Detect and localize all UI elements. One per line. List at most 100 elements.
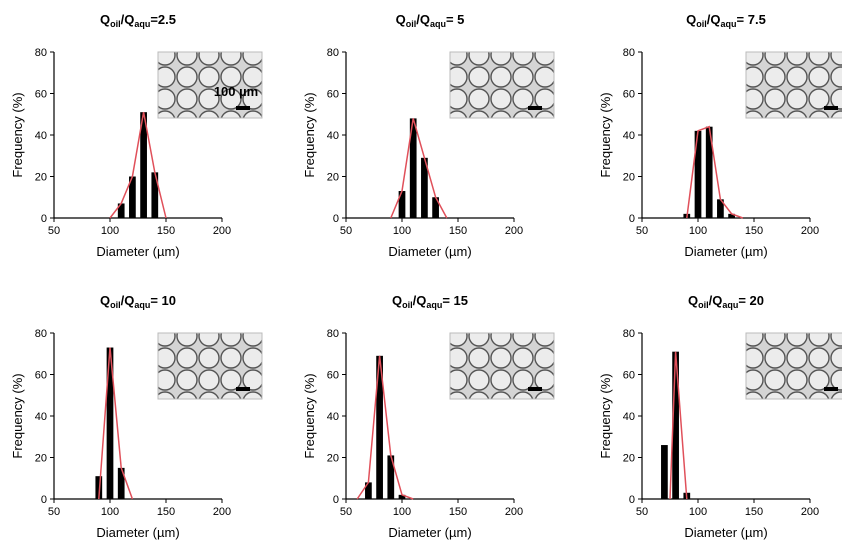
- scale-bar: [824, 106, 838, 110]
- title-part: /Q: [416, 12, 430, 27]
- x-tick-label: 50: [340, 225, 352, 237]
- x-tick-label: 150: [449, 506, 467, 518]
- title-part: = 15: [442, 293, 468, 308]
- title-part: /Q: [709, 293, 723, 308]
- title-part: /Q: [413, 293, 427, 308]
- bar: [661, 445, 668, 499]
- scale-label: 100 µm: [214, 84, 258, 99]
- x-axis-label: Diameter (µm): [96, 244, 179, 259]
- title-part: aqu: [430, 19, 446, 29]
- y-tick-label: 80: [623, 328, 635, 340]
- panel-title: Qoil/Qaqu= 7.5: [686, 12, 766, 29]
- title-part: aqu: [722, 300, 738, 310]
- title-part: = 20: [738, 293, 764, 308]
- y-tick-label: 40: [327, 130, 339, 142]
- y-tick-label: 0: [41, 213, 47, 225]
- title-part: aqu: [134, 300, 150, 310]
- x-tick-label: 50: [48, 225, 60, 237]
- y-tick-label: 0: [629, 494, 635, 506]
- y-tick-label: 60: [35, 370, 47, 382]
- x-tick-label: 100: [393, 506, 411, 518]
- scale-bar: [528, 387, 542, 391]
- y-tick-label: 80: [35, 328, 47, 340]
- title-part: = 7.5: [737, 12, 766, 27]
- x-tick-label: 150: [449, 225, 467, 237]
- x-tick-label: 200: [213, 225, 231, 237]
- title-part: = 10: [150, 293, 176, 308]
- y-tick-label: 60: [327, 370, 339, 382]
- y-tick-label: 0: [333, 494, 339, 506]
- x-tick-label: 150: [157, 506, 175, 518]
- x-tick-label: 200: [213, 506, 231, 518]
- x-tick-label: 100: [101, 506, 119, 518]
- title-part: Q: [100, 12, 110, 27]
- x-tick-label: 50: [636, 225, 648, 237]
- x-axis-label: Diameter (µm): [684, 525, 767, 540]
- x-tick-label: 200: [801, 506, 819, 518]
- title-part: aqu: [426, 300, 442, 310]
- x-tick-label: 200: [505, 506, 523, 518]
- x-tick-label: 100: [689, 225, 707, 237]
- x-axis-label: Diameter (µm): [388, 525, 471, 540]
- title-part: Q: [688, 293, 698, 308]
- y-tick-label: 80: [623, 47, 635, 59]
- title-part: oil: [110, 300, 121, 310]
- y-tick-label: 20: [35, 453, 47, 465]
- y-axis-label: Frequency (%): [10, 92, 25, 177]
- x-tick-label: 100: [689, 506, 707, 518]
- title-part: oil: [110, 19, 121, 29]
- y-axis-label: Frequency (%): [302, 373, 317, 458]
- fit-line: [357, 356, 413, 499]
- x-axis-label: Diameter (µm): [96, 525, 179, 540]
- scale-bar: [824, 387, 838, 391]
- y-tick-label: 60: [327, 89, 339, 101]
- x-tick-label: 50: [48, 506, 60, 518]
- title-part: aqu: [721, 19, 737, 29]
- y-axis-label: Frequency (%): [598, 373, 613, 458]
- y-tick-label: 0: [333, 213, 339, 225]
- y-tick-label: 60: [35, 89, 47, 101]
- title-part: /Q: [707, 12, 721, 27]
- panel: Qoil/Qaqu= 5 0 20 40 60 80 50 100 150 200 Diameter…: [302, 12, 554, 259]
- title-part: oil: [698, 300, 709, 310]
- title-part: /Q: [121, 293, 135, 308]
- title-part: /Q: [121, 12, 135, 27]
- x-axis-label: Diameter (µm): [684, 244, 767, 259]
- title-part: Q: [100, 293, 110, 308]
- y-tick-label: 40: [623, 130, 635, 142]
- y-tick-label: 0: [629, 213, 635, 225]
- title-part: =2.5: [150, 12, 176, 27]
- x-tick-label: 100: [393, 225, 411, 237]
- x-tick-label: 150: [745, 506, 763, 518]
- y-tick-label: 20: [623, 453, 635, 465]
- y-tick-label: 40: [327, 411, 339, 423]
- y-tick-label: 20: [35, 172, 47, 184]
- x-tick-label: 50: [636, 506, 648, 518]
- panel-title: Qoil/Qaqu= 15: [392, 293, 468, 310]
- y-tick-label: 80: [327, 47, 339, 59]
- x-tick-label: 200: [505, 225, 523, 237]
- x-tick-label: 150: [157, 225, 175, 237]
- title-part: oil: [696, 19, 707, 29]
- panel-title: Qoil/Qaqu= 5: [396, 12, 465, 29]
- y-tick-label: 80: [35, 47, 47, 59]
- y-tick-label: 40: [35, 411, 47, 423]
- y-tick-label: 80: [327, 328, 339, 340]
- title-part: Q: [686, 12, 696, 27]
- title-part: = 5: [446, 12, 464, 27]
- y-axis-label: Frequency (%): [10, 373, 25, 458]
- y-tick-label: 20: [623, 172, 635, 184]
- y-tick-label: 0: [41, 494, 47, 506]
- title-part: oil: [402, 300, 413, 310]
- y-axis-label: Frequency (%): [302, 92, 317, 177]
- scale-bar: [236, 106, 250, 110]
- y-tick-label: 20: [327, 172, 339, 184]
- x-axis-label: Diameter (µm): [388, 244, 471, 259]
- scale-bar: [528, 106, 542, 110]
- fit-line: [99, 348, 133, 499]
- figure: Qoil/Qaqu=2.5100 µm02040608050100150200D…: [0, 0, 842, 547]
